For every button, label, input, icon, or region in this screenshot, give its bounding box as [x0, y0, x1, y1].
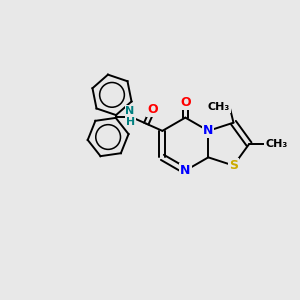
Text: O: O: [147, 103, 158, 116]
Text: N: N: [180, 164, 190, 177]
Text: S: S: [229, 159, 238, 172]
Text: CH₃: CH₃: [207, 102, 230, 112]
Text: N
H: N H: [125, 106, 135, 127]
Text: O: O: [180, 96, 190, 109]
Text: N: N: [203, 124, 214, 137]
Text: CH₃: CH₃: [265, 139, 287, 149]
